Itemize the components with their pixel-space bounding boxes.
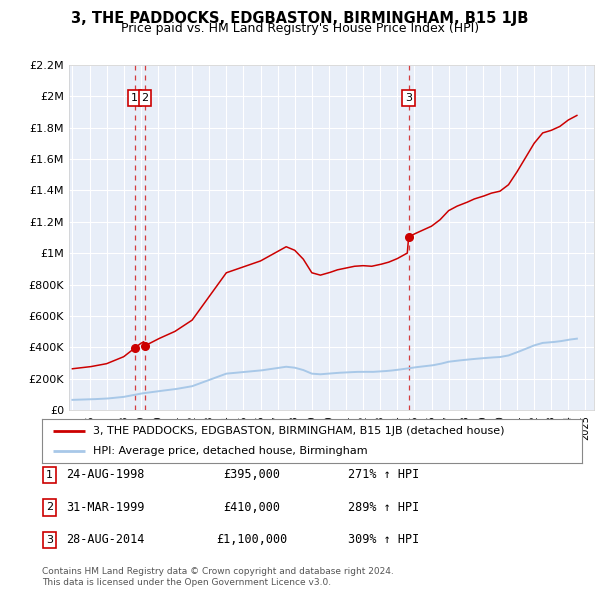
- Text: 309% ↑ HPI: 309% ↑ HPI: [349, 533, 419, 546]
- Text: 3, THE PADDOCKS, EDGBASTON, BIRMINGHAM, B15 1JB: 3, THE PADDOCKS, EDGBASTON, BIRMINGHAM, …: [71, 11, 529, 25]
- Text: Price paid vs. HM Land Registry's House Price Index (HPI): Price paid vs. HM Land Registry's House …: [121, 22, 479, 35]
- Text: 3: 3: [405, 93, 412, 103]
- Text: 1: 1: [46, 470, 53, 480]
- Text: HPI: Average price, detached house, Birmingham: HPI: Average price, detached house, Birm…: [94, 446, 368, 456]
- Text: 1: 1: [131, 93, 138, 103]
- Text: 24-AUG-1998: 24-AUG-1998: [66, 468, 144, 481]
- Text: 2: 2: [142, 93, 149, 103]
- Text: 3, THE PADDOCKS, EDGBASTON, BIRMINGHAM, B15 1JB (detached house): 3, THE PADDOCKS, EDGBASTON, BIRMINGHAM, …: [94, 426, 505, 436]
- Text: £1,100,000: £1,100,000: [217, 533, 287, 546]
- Text: £410,000: £410,000: [223, 501, 281, 514]
- Text: £395,000: £395,000: [223, 468, 281, 481]
- Text: 3: 3: [46, 535, 53, 545]
- Text: 271% ↑ HPI: 271% ↑ HPI: [349, 468, 419, 481]
- Text: 2: 2: [46, 503, 53, 512]
- Text: 31-MAR-1999: 31-MAR-1999: [66, 501, 144, 514]
- Text: 28-AUG-2014: 28-AUG-2014: [66, 533, 144, 546]
- Text: Contains HM Land Registry data © Crown copyright and database right 2024.: Contains HM Land Registry data © Crown c…: [42, 566, 394, 576]
- Text: 289% ↑ HPI: 289% ↑ HPI: [349, 501, 419, 514]
- Text: This data is licensed under the Open Government Licence v3.0.: This data is licensed under the Open Gov…: [42, 578, 331, 588]
